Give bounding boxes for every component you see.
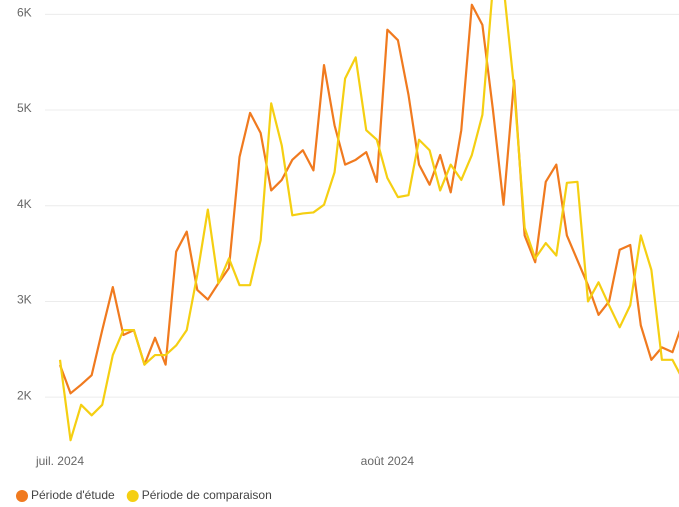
legend-swatch [126, 490, 139, 502]
y-tick-label: 6K [17, 6, 32, 20]
plot-area [58, 0, 679, 442]
y-tick-label: 4K [17, 197, 32, 211]
legend-swatch [16, 490, 28, 502]
series-line [58, 0, 679, 442]
series-line [58, 3, 679, 395]
y-tick-label: 3K [17, 293, 32, 307]
legend: Période d'étude Période de comparaison [16, 488, 272, 502]
y-tick-label: 2K [17, 388, 32, 402]
legend-label: Période de comparaison [142, 488, 272, 502]
x-tick-label: août 2024 [361, 454, 415, 468]
labels: 2K 3K 4K 5K 6K juil. 2024 août 2024 [17, 6, 414, 469]
y-tick-label: 5K [17, 101, 32, 115]
x-tick-label: juil. 2024 [35, 454, 84, 468]
grid [45, 13, 679, 398]
legend-label: Période d'étude [31, 488, 115, 502]
